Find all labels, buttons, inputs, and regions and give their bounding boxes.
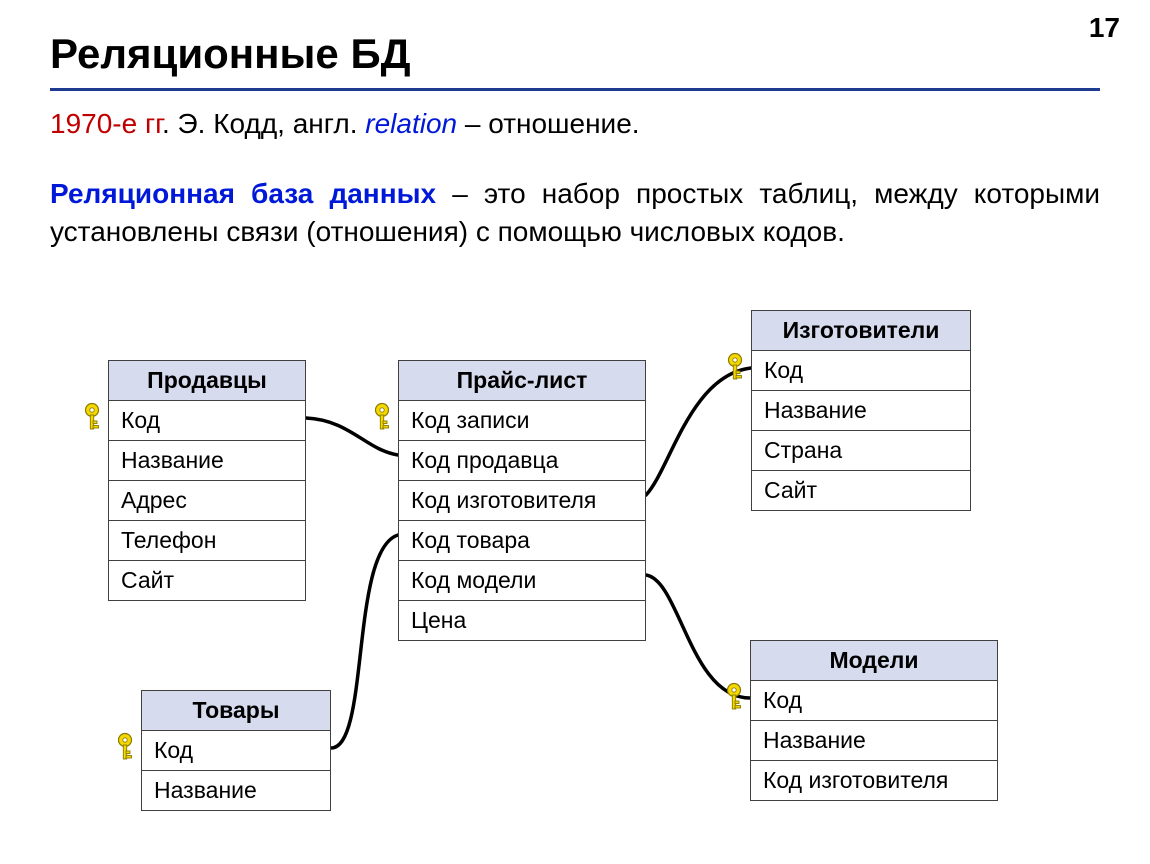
table-row: Код изготовителя bbox=[751, 761, 997, 800]
definition-lead: Реляционная база данных bbox=[50, 178, 436, 209]
key-icon bbox=[113, 732, 137, 762]
key-icon bbox=[723, 352, 747, 382]
relation-tail: – отношение. bbox=[457, 108, 639, 139]
er-diagram: ПродавцыКодНазваниеАдресТелефонСайт Прай… bbox=[50, 320, 1110, 850]
table-goods: ТоварыКодНазвание bbox=[141, 690, 331, 811]
table-header: Товары bbox=[142, 691, 330, 731]
table-row: Код изготовителя bbox=[399, 481, 645, 521]
connection bbox=[331, 535, 398, 748]
table-models: МоделиКодНазваниеКод изготовителя bbox=[750, 640, 998, 801]
table-row: Телефон bbox=[109, 521, 305, 561]
author: . Э. Кодд, англ. bbox=[162, 108, 365, 139]
table-row: Код модели bbox=[399, 561, 645, 601]
page-number: 17 bbox=[1089, 12, 1120, 44]
title-underline bbox=[50, 88, 1100, 91]
table-row: Страна bbox=[752, 431, 970, 471]
table-row: Код записи bbox=[399, 401, 645, 441]
definition: Реляционная база данных – это набор прос… bbox=[50, 175, 1100, 251]
connection bbox=[646, 575, 750, 698]
key-icon bbox=[370, 402, 394, 432]
connection bbox=[646, 368, 751, 495]
relation-term: relation bbox=[365, 108, 457, 139]
table-row: Код bbox=[752, 351, 970, 391]
table-sellers: ПродавцыКодНазваниеАдресТелефонСайт bbox=[108, 360, 306, 601]
subtitle-line: 1970-е гг. Э. Кодд, англ. relation – отн… bbox=[50, 108, 640, 140]
table-row: Код товара bbox=[399, 521, 645, 561]
table-header: Продавцы bbox=[109, 361, 305, 401]
page-title: Реляционные БД bbox=[50, 30, 411, 78]
key-icon bbox=[80, 402, 104, 432]
table-row: Сайт bbox=[752, 471, 970, 510]
table-row: Название bbox=[752, 391, 970, 431]
table-row: Адрес bbox=[109, 481, 305, 521]
year: 1970-е гг bbox=[50, 108, 162, 139]
table-row: Код bbox=[751, 681, 997, 721]
table-row: Название bbox=[751, 721, 997, 761]
table-row: Название bbox=[142, 771, 330, 810]
table-row: Код bbox=[142, 731, 330, 771]
table-header: Прайс-лист bbox=[399, 361, 645, 401]
table-header: Изготовители bbox=[752, 311, 970, 351]
table-row: Сайт bbox=[109, 561, 305, 600]
table-header: Модели bbox=[751, 641, 997, 681]
table-row: Код bbox=[109, 401, 305, 441]
key-icon bbox=[722, 682, 746, 712]
table-row: Цена bbox=[399, 601, 645, 640]
table-row: Код продавца bbox=[399, 441, 645, 481]
table-pricelist: Прайс-листКод записиКод продавцаКод изго… bbox=[398, 360, 646, 641]
table-manufacturers: ИзготовителиКодНазваниеСтранаСайт bbox=[751, 310, 971, 511]
table-row: Название bbox=[109, 441, 305, 481]
